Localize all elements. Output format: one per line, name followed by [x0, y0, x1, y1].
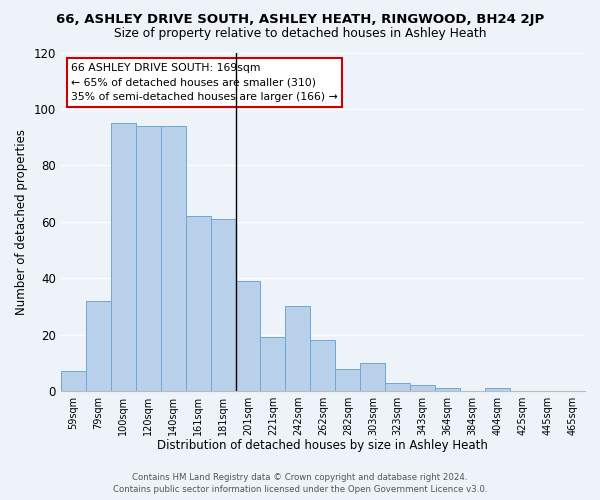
Bar: [236, 281, 260, 391]
Bar: [111, 123, 136, 391]
Bar: [185, 216, 211, 391]
Bar: [385, 382, 410, 391]
Bar: [61, 372, 86, 391]
Text: 66, ASHLEY DRIVE SOUTH, ASHLEY HEATH, RINGWOOD, BH24 2JP: 66, ASHLEY DRIVE SOUTH, ASHLEY HEATH, RI…: [56, 12, 544, 26]
Text: Contains HM Land Registry data © Crown copyright and database right 2024.
Contai: Contains HM Land Registry data © Crown c…: [113, 472, 487, 494]
Bar: [410, 386, 435, 391]
Bar: [161, 126, 185, 391]
Bar: [211, 219, 236, 391]
Bar: [260, 338, 286, 391]
Bar: [310, 340, 335, 391]
Bar: [86, 301, 111, 391]
Bar: [435, 388, 460, 391]
Bar: [286, 306, 310, 391]
Bar: [485, 388, 510, 391]
Text: Size of property relative to detached houses in Ashley Heath: Size of property relative to detached ho…: [114, 28, 486, 40]
Bar: [335, 368, 361, 391]
Bar: [136, 126, 161, 391]
Text: 66 ASHLEY DRIVE SOUTH: 169sqm
← 65% of detached houses are smaller (310)
35% of : 66 ASHLEY DRIVE SOUTH: 169sqm ← 65% of d…: [71, 62, 338, 102]
Y-axis label: Number of detached properties: Number of detached properties: [15, 129, 28, 315]
Bar: [361, 363, 385, 391]
X-axis label: Distribution of detached houses by size in Ashley Heath: Distribution of detached houses by size …: [157, 440, 488, 452]
